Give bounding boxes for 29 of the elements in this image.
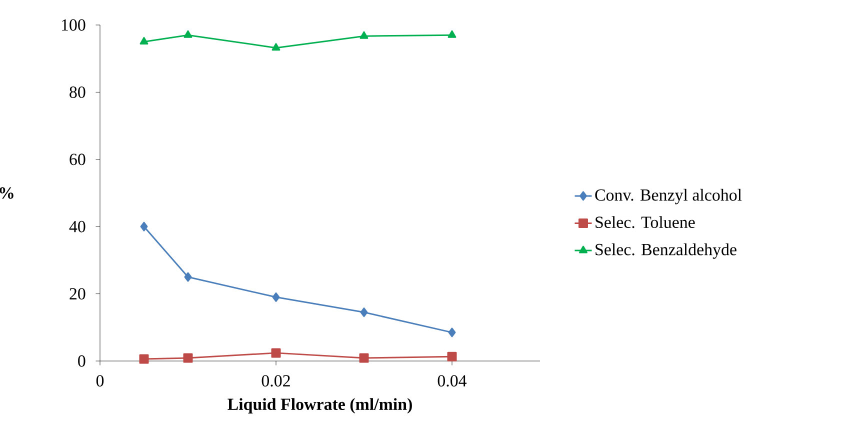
legend-label: Selec. Benzaldehyde <box>596 243 736 259</box>
point <box>272 292 280 302</box>
point <box>447 352 457 362</box>
y-tick-label: 100 <box>62 19 86 31</box>
y-tick-label: 20 <box>70 288 86 300</box>
point <box>272 43 280 51</box>
y-tick-label: 60 <box>70 154 86 166</box>
point <box>271 348 281 358</box>
y-tick-label: 0 <box>78 355 86 367</box>
x-tick-label: 0.04 <box>438 375 467 387</box>
point <box>140 222 148 232</box>
legend-label: Conv. Benzyl alcohol <box>595 188 742 204</box>
point <box>183 353 193 363</box>
point <box>139 354 149 364</box>
y-axis-title: % <box>0 187 14 199</box>
x-tick-label: 0.02 <box>262 375 290 387</box>
x-tick-label: 0 <box>96 375 104 387</box>
point <box>448 328 456 338</box>
point <box>448 30 456 38</box>
point <box>360 31 368 39</box>
x-axis-title: Liquid Flowrate (ml/min) <box>228 398 412 414</box>
y-tick-label: 40 <box>69 220 86 232</box>
point <box>360 308 368 318</box>
y-tick-label: 80 <box>70 86 86 98</box>
point <box>184 272 192 282</box>
point <box>140 37 148 45</box>
point <box>359 353 369 363</box>
legend-label: Selec. Toluene <box>596 216 695 228</box>
point <box>184 30 192 38</box>
